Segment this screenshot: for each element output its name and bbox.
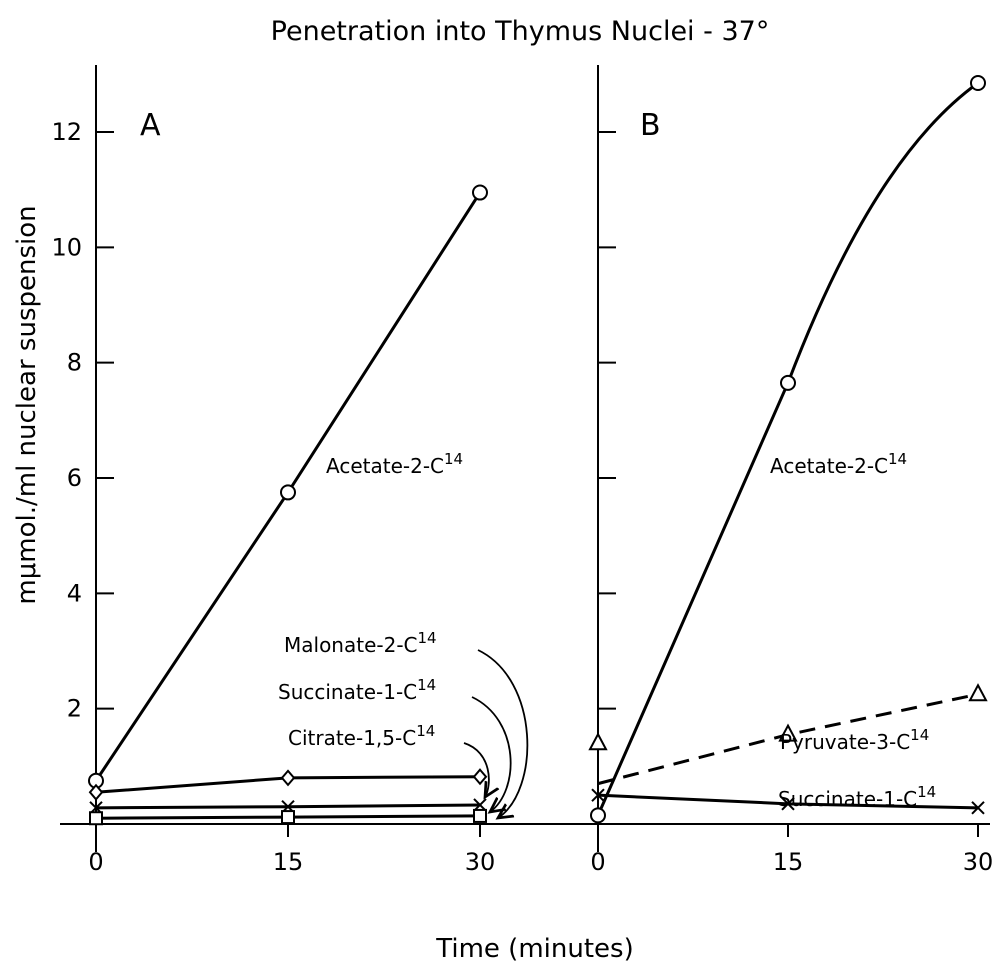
panel-b-acetate-2-c-point: [780, 374, 796, 391]
malonate-arrow: [477, 649, 529, 818]
series-label-citrate-1-5-c: Citrate-1,5-C14: [288, 722, 435, 750]
series-label-malonate-2-c: Malonate-2-C14: [284, 629, 437, 657]
citrate-arrow: [463, 742, 489, 797]
panel-b-succinate-1-c-point: [781, 797, 795, 811]
panel-b-acetate-2-c-point: [590, 807, 606, 824]
panel-a-x-tick-label: 0: [88, 848, 103, 876]
labels-layer: 0 15 30 A 0 15 30 B 2 4 6 8 10 12 Acetate-2-C14 Malonat…: [51, 108, 993, 876]
panel-b-succinate-1-c-point: [591, 788, 605, 802]
y-tick-label: 10: [51, 233, 82, 261]
panel-a-citrate-1-5-c-point: [472, 768, 488, 786]
panel-b-label: B: [640, 108, 661, 143]
axes: [60, 65, 990, 852]
x-axis-label: Time (minutes): [435, 934, 633, 964]
panel-a-label: A: [140, 108, 161, 143]
panel-b-acetate-2-c-line: [596, 81, 979, 816]
panel-a-acetate-2-c-point: [280, 484, 296, 501]
panel-b-pyruvate-3-c-point: [778, 723, 798, 742]
y-tick-label: 6: [67, 464, 82, 492]
series-label-acetate-2-c: Acetate-2-C14: [770, 450, 907, 478]
succinate-arrow: [471, 696, 512, 812]
panel-a-citrate-1-5-c-point: [88, 783, 104, 801]
series-layer: [88, 74, 988, 826]
series-label-succinate-1-c: Succinate-1-C14: [278, 676, 436, 704]
panel-b-x-tick-label: 30: [963, 848, 994, 876]
y-tick-label: 4: [67, 579, 82, 607]
panel-b-x-tick-label: 0: [590, 848, 605, 876]
panel-a-citrate-1-5-c-point: [280, 769, 296, 787]
panel-a-acetate-2-c-point: [472, 184, 488, 201]
panel-b-succinate-1-c-point: [971, 801, 985, 815]
y-tick-label: 12: [51, 118, 82, 146]
panel-b-pyruvate-3-c-point: [968, 683, 988, 702]
panel-a-malonate-2-c-point: [473, 808, 487, 823]
panel-a-x-tick-label: 15: [273, 848, 304, 876]
chart-title: Penetration into Thymus Nuclei - 37°: [271, 16, 770, 47]
panel-a-malonate-2-c-point: [89, 811, 103, 826]
series-label-succinate-1-c: Succinate-1-C14: [778, 783, 936, 811]
panel-a-x-tick-label: 30: [465, 848, 496, 876]
series-label-pyruvate-3-c: Pyruvate-3-C14: [780, 726, 929, 754]
panel-b-x-tick-label: 15: [773, 848, 804, 876]
panel-a-malonate-2-c-point: [281, 810, 295, 825]
panel-b-pyruvate-3-c-point: [588, 732, 608, 751]
y-axis-label: mμmol./ml nuclear suspension: [12, 205, 42, 604]
y-tick-label: 2: [67, 695, 82, 723]
panel-b-acetate-2-c-point: [970, 74, 986, 91]
y-tick-label: 8: [67, 349, 82, 377]
series-label-acetate-2-c: Acetate-2-C14: [326, 450, 463, 478]
